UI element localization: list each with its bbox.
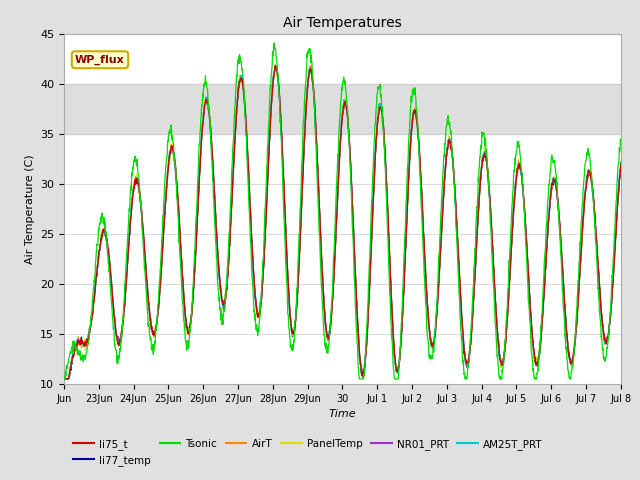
Text: WP_flux: WP_flux xyxy=(75,55,125,65)
Title: Air Temperatures: Air Temperatures xyxy=(283,16,402,30)
X-axis label: Time: Time xyxy=(328,409,356,419)
Legend: li75_t, li77_temp, Tsonic, AirT, PanelTemp, NR01_PRT, AM25T_PRT: li75_t, li77_temp, Tsonic, AirT, PanelTe… xyxy=(69,435,547,470)
Y-axis label: Air Temperature (C): Air Temperature (C) xyxy=(24,154,35,264)
Bar xyxy=(64,84,621,134)
